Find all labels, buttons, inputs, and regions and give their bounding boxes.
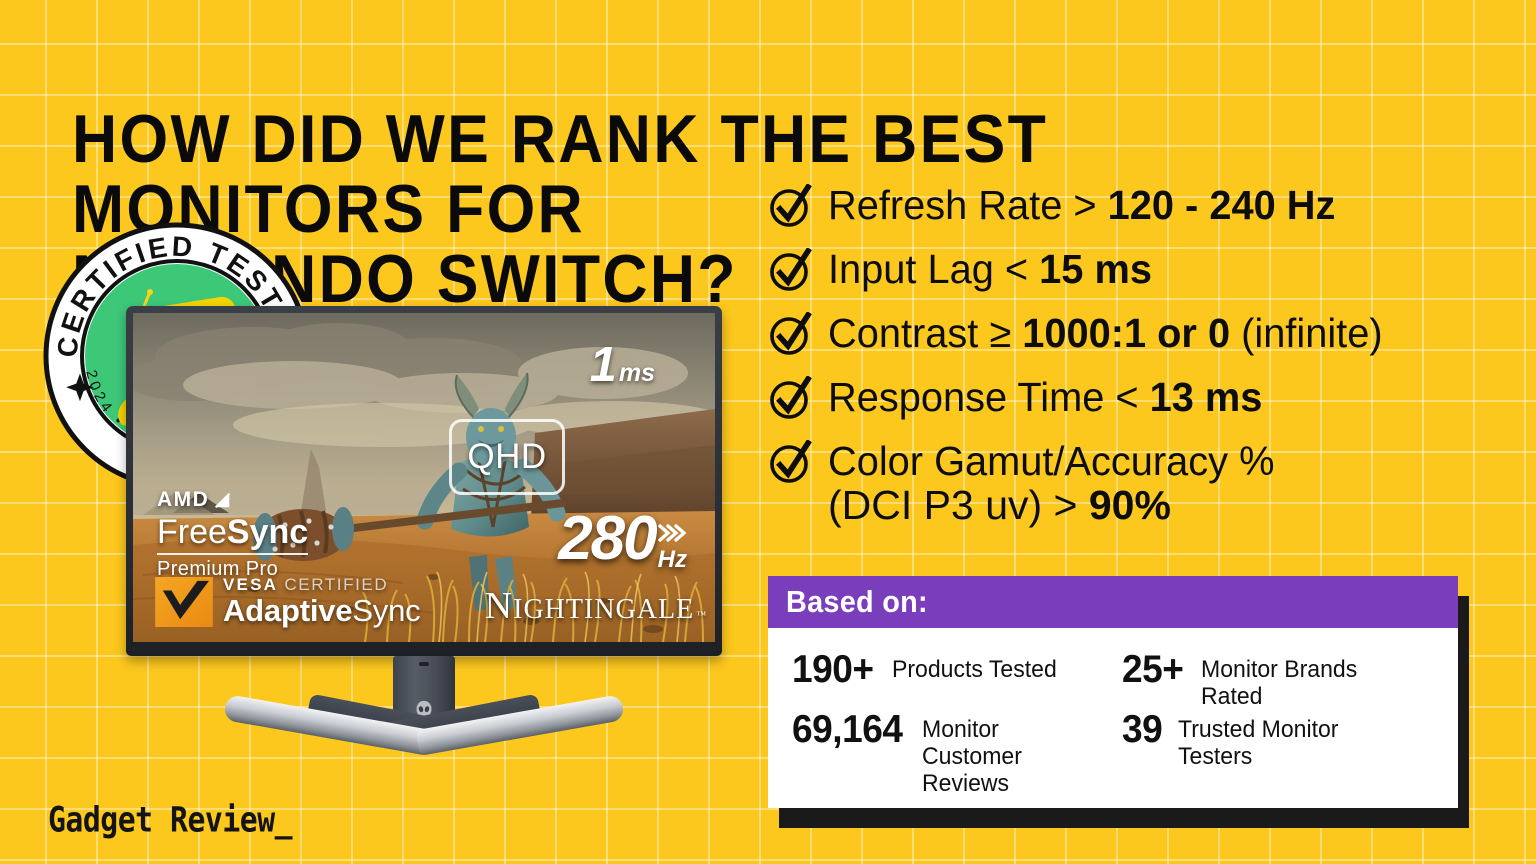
checklist-value: 13 ms (1149, 374, 1263, 420)
checklist-label: Response Time < (828, 374, 1150, 420)
osd-refresh-value: 280 (558, 504, 657, 573)
vesa-check-icon (155, 577, 213, 627)
stat-label: Monitor Customer Reviews (922, 716, 1023, 797)
game-character (253, 372, 567, 611)
checklist-value: 120 - 240 Hz (1107, 182, 1336, 228)
based-on-card: Based on: 190+ Products Tested 25+ Monit… (768, 576, 1469, 828)
checklist-item: Contrast ≥ 1000:1 or 0 (infinite) (768, 308, 1528, 364)
game-scene-artwork (133, 313, 715, 642)
stat-item: 39 Trusted Monitor Testers (1122, 710, 1448, 797)
freesync-free: Free (157, 513, 227, 551)
checklist-item-subtext: (DCI P3 uv) > 90% (828, 480, 1528, 530)
stat-number: 190+ (792, 648, 874, 691)
check-circle-icon (768, 312, 812, 356)
stat-label: Products Tested (891, 656, 1057, 683)
stat-label: Monitor Brands Rated (1200, 656, 1357, 710)
checklist-label: Color Gamut/Accuracy % (828, 438, 1275, 484)
sync-word: Sync (352, 593, 421, 628)
card-stats-grid: 190+ Products Tested 25+ Monitor Brands … (768, 628, 1458, 808)
checklist-item-text: Input Lag < 15 ms (828, 244, 1152, 294)
checklist-item: Refresh Rate > 120 - 240 Hz (768, 180, 1528, 236)
game-logo-rest: IGHTINGALE (513, 594, 695, 625)
stat-label: Trusted Monitor Testers (1178, 716, 1339, 770)
stat-number: 69,164 (792, 708, 903, 751)
osd-response-value: 1 (589, 338, 617, 392)
check-circle-icon (768, 376, 812, 420)
checklist-item-text: Response Time < 13 ms (828, 372, 1262, 422)
stat-item: 190+ Products Tested (792, 650, 1118, 710)
osd-resolution-label: QHD (467, 437, 547, 476)
osd-refresh-unit: Hz (657, 546, 687, 573)
card-header: Based on: (768, 576, 1458, 628)
checklist-sub-value: 90% (1088, 482, 1171, 528)
criteria-checklist: Refresh Rate > 120 - 240 Hz Input Lag < … (768, 180, 1528, 538)
checklist-item-text: Contrast ≥ 1000:1 or 0 (infinite) (828, 308, 1383, 358)
amd-freesync-logo: AMD FreeSync Premium Pro (157, 488, 309, 581)
check-circle-icon (768, 248, 812, 292)
vesa-dim: CERTIFIED (284, 575, 389, 594)
freesync-tier: Premium Pro (157, 558, 279, 580)
osd-resolution-badge: QHD (449, 419, 565, 495)
monitor-bezel: 1ms QHD 280 Hz (126, 306, 722, 656)
checklist-item-text: Color Gamut/Accuracy % (828, 436, 1274, 486)
checklist-value: 15 ms (1039, 246, 1152, 292)
game-logo-cap: N (484, 585, 514, 627)
checklist-label: Input Lag < (828, 246, 1040, 292)
chevrons-icon (657, 524, 686, 542)
freesync-sync: Sync (226, 513, 309, 551)
stat-number: 39 (1122, 708, 1163, 751)
checklist-label: Contrast ≥ (828, 310, 1023, 356)
stat-item: 25+ Monitor Brands Rated (1122, 648, 1448, 711)
checklist-item: Response Time < 13 ms (768, 372, 1528, 428)
osd-response-time: 1ms (590, 341, 655, 390)
check-circle-icon (768, 440, 812, 484)
checklist-item: Input Lag < 15 ms (768, 244, 1528, 300)
vesa-adaptivesync-logo: VESA CERTIFIED AdaptiveSync (155, 575, 421, 629)
check-circle-icon (768, 184, 812, 228)
gadget-review-wordmark: Gadget Review_ (48, 800, 293, 841)
adaptive-word: Adaptive (223, 593, 353, 628)
card-header-label: Based on: (786, 584, 928, 619)
stat-item: 69,164 Monitor Customer Reviews (792, 708, 1118, 798)
monitor-screen: 1ms QHD 280 Hz (133, 313, 715, 642)
checklist-item-text: Refresh Rate > 120 - 240 Hz (828, 180, 1335, 230)
osd-refresh-rate: 280 Hz (558, 504, 687, 573)
game-title-logo: N IGHTINGALE ™ (485, 584, 707, 628)
checklist-suffix: (infinite) (1230, 310, 1383, 356)
checklist-label: Refresh Rate > (828, 182, 1108, 228)
amd-wordmark: AMD (157, 488, 210, 511)
amd-arrow-icon (215, 492, 231, 508)
game-logo-tm: ™ (696, 610, 707, 621)
monitor-product-image: 1ms QHD 280 Hz (126, 306, 722, 756)
checklist-item: Color Gamut/Accuracy % (DCI P3 uv) > 90% (768, 436, 1528, 530)
osd-response-unit: ms (618, 359, 655, 387)
stat-number: 25+ (1122, 648, 1184, 691)
vesa-strong: VESA (223, 575, 278, 594)
checklist-value: 1000:1 or 0 (1022, 310, 1231, 356)
checklist-sub-label: (DCI P3 uv) > (828, 482, 1089, 528)
